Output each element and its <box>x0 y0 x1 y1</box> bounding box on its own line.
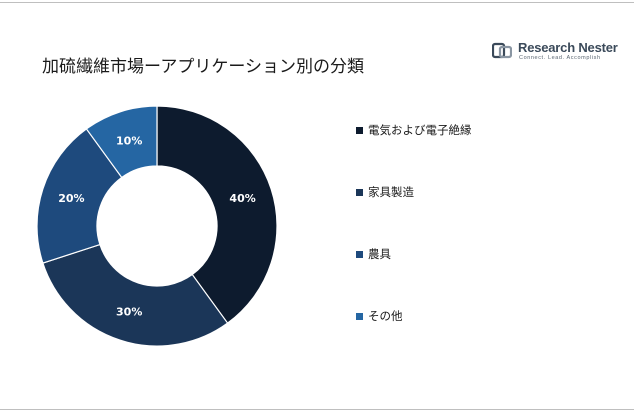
legend-item-other: その他 <box>356 308 403 324</box>
slice-farm-tools <box>36 128 123 264</box>
legend-swatch <box>356 312 363 320</box>
slice-electrical-insulation <box>156 105 278 324</box>
logo-name: Research Nester <box>518 40 618 55</box>
legend-swatch <box>356 126 363 134</box>
slice-label-other: 10% <box>116 134 142 147</box>
legend-label: 家具製造 <box>368 185 414 199</box>
legend-item-electrical-insulation: 電気および電子絶縁 <box>356 122 472 138</box>
legend-label: 農具 <box>368 247 391 261</box>
slice-furniture <box>42 243 229 347</box>
legend-item-farm-tools: 農具 <box>356 246 391 262</box>
slice-label-electrical-insulation: 40% <box>229 192 255 205</box>
slice-other <box>85 105 158 179</box>
legend-label: 電気および電子絶縁 <box>368 123 472 137</box>
legend-label: その他 <box>368 309 403 323</box>
bottom-divider <box>0 409 634 410</box>
logo-mark-icon <box>492 42 512 59</box>
legend-item-furniture: 家具製造 <box>356 184 414 200</box>
top-divider <box>0 2 634 3</box>
slice-label-furniture: 30% <box>116 306 142 319</box>
logo-tagline: Connect. Lead. Accomplish <box>519 55 601 61</box>
slice-label-farm-tools: 20% <box>58 192 84 205</box>
chart-title: 加硫繊維市場ーアプリケーション別の分類 <box>42 57 364 77</box>
research-nester-logo: Research Nester Connect. Lead. Accomplis… <box>492 40 618 64</box>
legend-swatch <box>356 188 363 196</box>
legend-swatch <box>356 250 363 258</box>
